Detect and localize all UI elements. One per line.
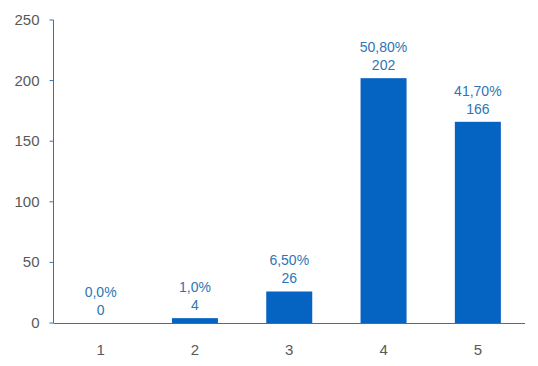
percentage-label: 1,0%	[179, 279, 211, 295]
data-label: 166	[466, 101, 490, 117]
y-tick	[50, 141, 54, 142]
x-tick-label: 4	[379, 341, 387, 358]
x-tick-label: 2	[191, 341, 199, 358]
y-tick-label: 150	[14, 132, 39, 149]
bar	[361, 78, 407, 323]
percentage-label: 6,50%	[269, 252, 309, 268]
bar	[455, 122, 501, 323]
y-tick-label: 250	[14, 11, 39, 28]
percentage-label: 41,70%	[454, 83, 501, 99]
bar	[78, 323, 124, 324]
x-tick-label: 3	[285, 341, 293, 358]
x-tick-label: 1	[96, 341, 104, 358]
chart: 0501001502002501234500,0%41,0%266,50%202…	[0, 0, 538, 366]
y-tick	[50, 201, 54, 202]
bar	[172, 318, 218, 323]
y-tick	[50, 262, 54, 263]
x-axis	[54, 323, 526, 324]
y-tick-label: 0	[31, 314, 39, 331]
data-label: 4	[191, 297, 199, 313]
data-label: 202	[372, 57, 396, 73]
y-tick	[50, 80, 54, 81]
bars	[172, 78, 501, 323]
percentage-label: 0,0%	[85, 284, 117, 300]
y-tick-label: 100	[14, 193, 39, 210]
y-tick	[50, 323, 54, 324]
data-label: 26	[281, 270, 297, 286]
y-axis	[53, 20, 54, 323]
bar	[266, 291, 312, 323]
x-tick-label: 5	[474, 341, 482, 358]
y-tick-label: 50	[23, 253, 40, 270]
data-label: 0	[97, 302, 105, 318]
y-tick-label: 200	[14, 72, 39, 89]
percentage-label: 50,80%	[360, 39, 407, 55]
y-tick	[50, 20, 54, 21]
